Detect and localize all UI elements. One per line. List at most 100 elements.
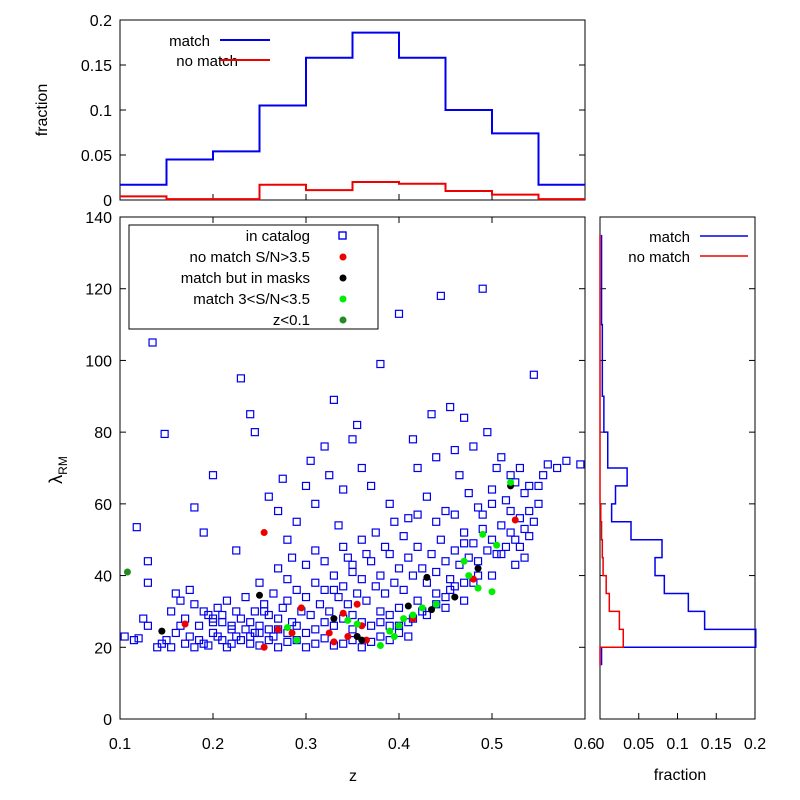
point-in-catalog [408,571,418,580]
point-in-catalog [236,374,245,383]
point-in-catalog [320,585,329,595]
point-in-catalog [376,632,385,641]
point-in-catalog [301,643,311,652]
top-y-tick-label: 0 [103,193,112,210]
main-x-tick-label: 0.5 [481,736,503,753]
point-in-catalog [394,309,404,318]
point-in-catalog [436,291,445,300]
point-in-catalog [497,549,506,559]
point-in-catalog [399,585,408,595]
point-in-catalog [460,528,469,537]
point-in-catalog [413,510,422,519]
point-in-catalog [208,471,218,480]
point-in-catalog [385,636,394,645]
point-in-catalog [408,435,418,444]
point-in-catalog [399,532,408,541]
point-in-catalog [343,553,352,562]
main-legend: in catalog no match S/N>3.5 match but in… [128,224,379,330]
point-in-catalog [385,610,394,620]
point-in-catalog [301,560,311,569]
point-in-catalog [283,596,292,605]
main-legend-box [128,224,379,330]
svg-text:λRM: λRM [46,456,70,484]
point-in-catalog [376,359,385,369]
top-y-tick-label: 0.05 [81,148,112,165]
point-match-3-s-n-3-5 [344,616,352,624]
point-in-catalog [371,582,380,591]
point-in-catalog [208,618,218,627]
side-x-tick-label: 0.2 [744,736,766,753]
point-in-catalog [218,610,227,620]
point-in-catalog [260,600,269,609]
main-y-axis-label: λRM [46,456,70,484]
point-in-catalog [269,632,278,641]
point-in-catalog [283,575,292,584]
point-in-catalog [362,596,371,605]
point-in-catalog [120,632,129,641]
point-match-3-s-n-3-5 [507,478,515,486]
main-y-tick-label: 120 [85,282,112,299]
main-y-tick-label: 140 [85,210,112,227]
point-in-catalog [483,546,492,555]
point-in-catalog [492,463,501,473]
point-in-catalog [274,506,283,516]
point-in-catalog [450,510,459,519]
point-match-3-s-n-3-5 [460,557,468,565]
top-y-tick-label: 0.15 [81,58,112,75]
point-in-catalog [269,589,278,598]
point-in-catalog [185,632,194,641]
point-in-catalog [427,549,436,559]
point-in-catalog [348,560,357,569]
point-in-catalog [511,560,520,569]
point-in-catalog [246,618,255,627]
point-in-catalog [292,585,301,595]
point-in-catalog [450,546,459,555]
point-in-catalog [446,402,455,412]
point-in-catalog [515,463,525,473]
point-in-catalog [441,557,450,566]
point-in-catalog [134,634,143,643]
point-in-catalog [255,621,264,630]
point-in-catalog [539,471,548,480]
point-in-catalog [497,521,506,530]
point-no-match-s-n-3-5 [325,629,333,637]
top-legend-nomatch-label: no match [176,53,238,70]
point-in-catalog [469,442,478,451]
point-in-catalog [446,575,455,584]
legend-in-catalog-label: in catalog [246,228,310,245]
point-match-3-s-n-3-5 [390,633,398,641]
point-in-catalog [455,560,464,569]
point-in-catalog [301,592,311,602]
top-y-tick-label: 0.1 [90,103,112,120]
point-in-catalog [376,618,385,627]
point-in-catalog [413,542,422,551]
point-no-match-s-n-3-5 [339,609,347,617]
point-in-catalog [543,460,552,469]
point-in-catalog [199,528,208,537]
point-in-catalog [190,503,199,512]
point-no-match-s-n-3-5 [330,638,338,646]
point-in-catalog [236,614,245,623]
point-in-catalog [241,592,250,602]
point-in-catalog [320,442,329,451]
point-in-catalog [241,625,250,634]
main-y-axis-label-sub: RM [56,456,70,475]
point-in-catalog [464,553,473,562]
point-in-catalog [506,528,515,537]
point-in-catalog [264,492,273,501]
point-in-catalog [380,589,390,598]
point-in-catalog [278,474,287,483]
main-y-tick-label: 80 [94,425,112,442]
point-in-catalog [329,585,338,595]
point-in-catalog [371,528,380,537]
point-in-catalog [311,578,320,587]
point-in-catalog [129,636,139,645]
point-in-catalog [287,553,297,562]
point-in-catalog [162,636,171,645]
side-x-tick-label: 0 [596,736,605,753]
point-in-catalog [380,542,390,551]
point-in-catalog [250,607,259,616]
point-in-catalog [348,567,357,577]
point-in-catalog [501,542,511,551]
point-in-catalog [385,549,394,559]
